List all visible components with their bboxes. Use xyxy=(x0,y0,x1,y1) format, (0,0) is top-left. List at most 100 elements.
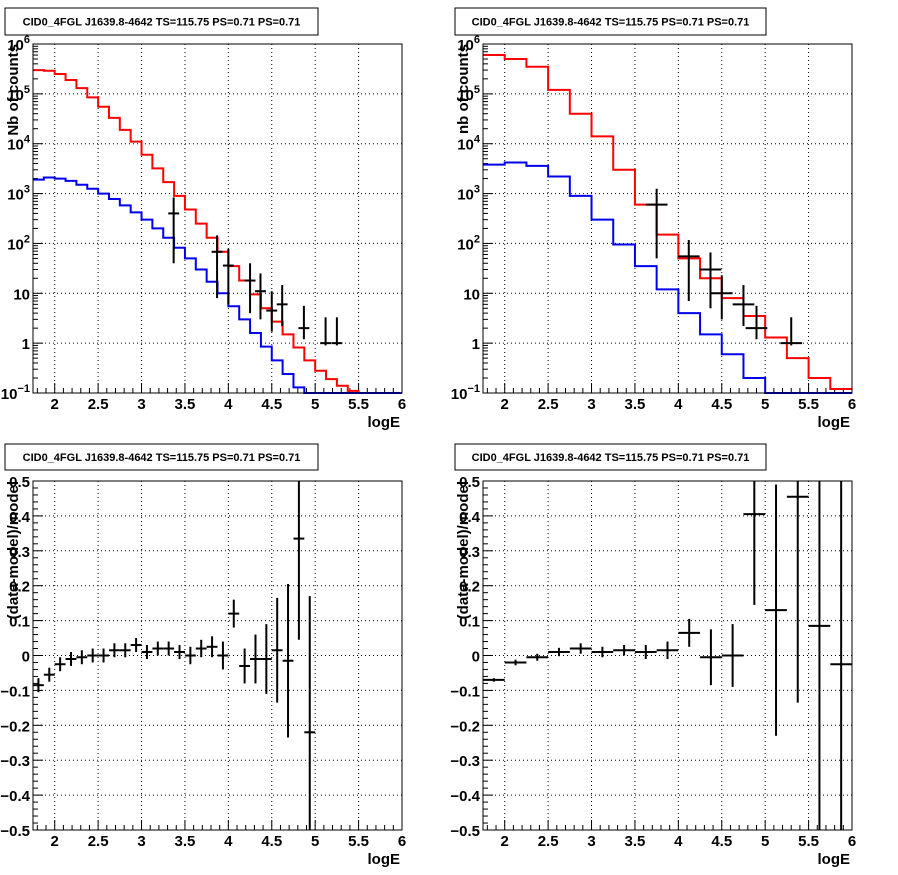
y-tick-label: 0.2 xyxy=(9,579,30,596)
y-tick-label: 10−1 xyxy=(451,383,480,403)
data-point xyxy=(271,597,283,703)
y-tick-label: −0.5 xyxy=(450,823,480,840)
x-tick-label: 3.5 xyxy=(175,396,196,413)
y-tick-label: 0.4 xyxy=(459,509,481,526)
data-point xyxy=(255,273,266,320)
data-point xyxy=(765,484,787,736)
data-point xyxy=(298,305,310,340)
y-axis-label: Nb of counts xyxy=(5,44,22,136)
data-point xyxy=(656,641,679,659)
data-point xyxy=(678,618,701,647)
y-tick-label: −0.5 xyxy=(0,823,30,840)
y-tick-label: 104 xyxy=(457,134,481,154)
x-tick-label: 5 xyxy=(761,396,769,413)
x-tick-label: 3.5 xyxy=(175,833,196,850)
y-tick-label: 10 xyxy=(463,286,480,303)
x-tick-label: 2 xyxy=(51,833,59,850)
data-point xyxy=(250,634,261,684)
plot-title: CID0_4FGL J1639.8-4642 TS=115.75 PS=0.71… xyxy=(23,17,301,29)
x-tick-label: 3 xyxy=(137,833,145,850)
x-tick-label: 4 xyxy=(674,833,683,850)
x-tick-label: 5.5 xyxy=(798,833,819,850)
data-point xyxy=(786,481,809,703)
data-point xyxy=(141,645,153,659)
x-tick-label: 3.5 xyxy=(625,833,646,850)
data-point xyxy=(700,629,722,686)
data-point xyxy=(163,641,175,656)
x-tick-label: 6 xyxy=(848,396,856,413)
data-point xyxy=(54,657,66,672)
data-point xyxy=(87,648,99,663)
data-point xyxy=(745,305,768,340)
plot-frame xyxy=(482,480,853,831)
data-point xyxy=(184,646,196,665)
title-box xyxy=(4,443,319,471)
y-tick-label: 1 xyxy=(472,336,480,353)
data-point xyxy=(152,641,164,656)
x-tick-label: 6 xyxy=(398,396,406,413)
data-point xyxy=(526,653,549,661)
y-tick-label: 106 xyxy=(457,34,480,54)
y-tick-label: 0 xyxy=(472,649,480,666)
x-axis-label: logE xyxy=(368,851,401,868)
data-point xyxy=(677,240,700,302)
data-point xyxy=(293,481,305,640)
data-point xyxy=(721,624,744,687)
x-tick-label: 3.5 xyxy=(625,396,646,413)
data-point xyxy=(732,285,755,327)
y-tick-label: 0.5 xyxy=(9,474,30,491)
x-tick-label: 2.5 xyxy=(88,396,109,413)
data-point xyxy=(743,481,766,605)
x-tick-label: 4.5 xyxy=(261,396,282,413)
data-point xyxy=(222,248,234,305)
x-axis-label: logE xyxy=(818,414,851,431)
data-point xyxy=(320,317,332,346)
data-point xyxy=(43,667,55,682)
data-point xyxy=(211,235,223,299)
x-tick-label: 2.5 xyxy=(88,833,109,850)
x-tick-label: 6 xyxy=(398,833,406,850)
y-tick-label: −0.4 xyxy=(450,788,480,805)
data-point xyxy=(98,648,109,663)
y-tick-label: 0.3 xyxy=(9,544,30,561)
x-tick-label: 2 xyxy=(501,396,509,413)
data-point xyxy=(108,643,120,658)
x-tick-label: 2.5 xyxy=(538,833,559,850)
y-tick-label: −0.4 xyxy=(0,788,30,805)
data-point xyxy=(33,678,44,693)
x-axis-label: logE xyxy=(818,851,851,868)
data-point xyxy=(206,636,218,658)
data-point xyxy=(634,645,657,659)
panel-p1: CID0_4FGL J1639.8-4642 TS=115.75 PS=0.71… xyxy=(1,7,406,431)
y-tick-label: 103 xyxy=(457,184,480,204)
data-point xyxy=(76,650,88,665)
y-tick-label: 0.5 xyxy=(459,474,480,491)
y-tick-label: 105 xyxy=(7,84,30,104)
data-point xyxy=(613,645,635,656)
x-tick-label: 3 xyxy=(587,396,595,413)
y-tick-label: 105 xyxy=(457,84,480,104)
x-tick-label: 4.5 xyxy=(711,396,732,413)
data-point xyxy=(282,583,294,738)
x-tick-label: 4 xyxy=(674,396,683,413)
y-tick-label: 1 xyxy=(22,336,30,353)
x-tick-label: 5.5 xyxy=(798,396,819,413)
x-tick-label: 5.5 xyxy=(348,833,369,850)
x-tick-label: 5 xyxy=(311,833,319,850)
x-tick-label: 6 xyxy=(848,833,856,850)
y-tick-label: 0 xyxy=(22,649,30,666)
y-tick-label: −0.2 xyxy=(0,718,30,735)
x-tick-label: 5 xyxy=(311,396,319,413)
y-tick-label: 0.2 xyxy=(459,579,480,596)
x-tick-label: 4 xyxy=(224,833,233,850)
component-histogram-blue xyxy=(483,161,852,394)
panel-p2: CID0_4FGL J1639.8-4642 TS=115.75 PS=0.71… xyxy=(451,7,856,431)
model-histogram-red xyxy=(33,69,402,394)
x-tick-label: 4.5 xyxy=(261,833,282,850)
model-histogram-red xyxy=(483,54,852,391)
x-tick-label: 5.5 xyxy=(348,396,369,413)
data-point xyxy=(808,481,831,830)
plot-title: CID0_4FGL J1639.8-4642 TS=115.75 PS=0.71… xyxy=(472,17,750,29)
x-tick-label: 4 xyxy=(224,396,233,413)
